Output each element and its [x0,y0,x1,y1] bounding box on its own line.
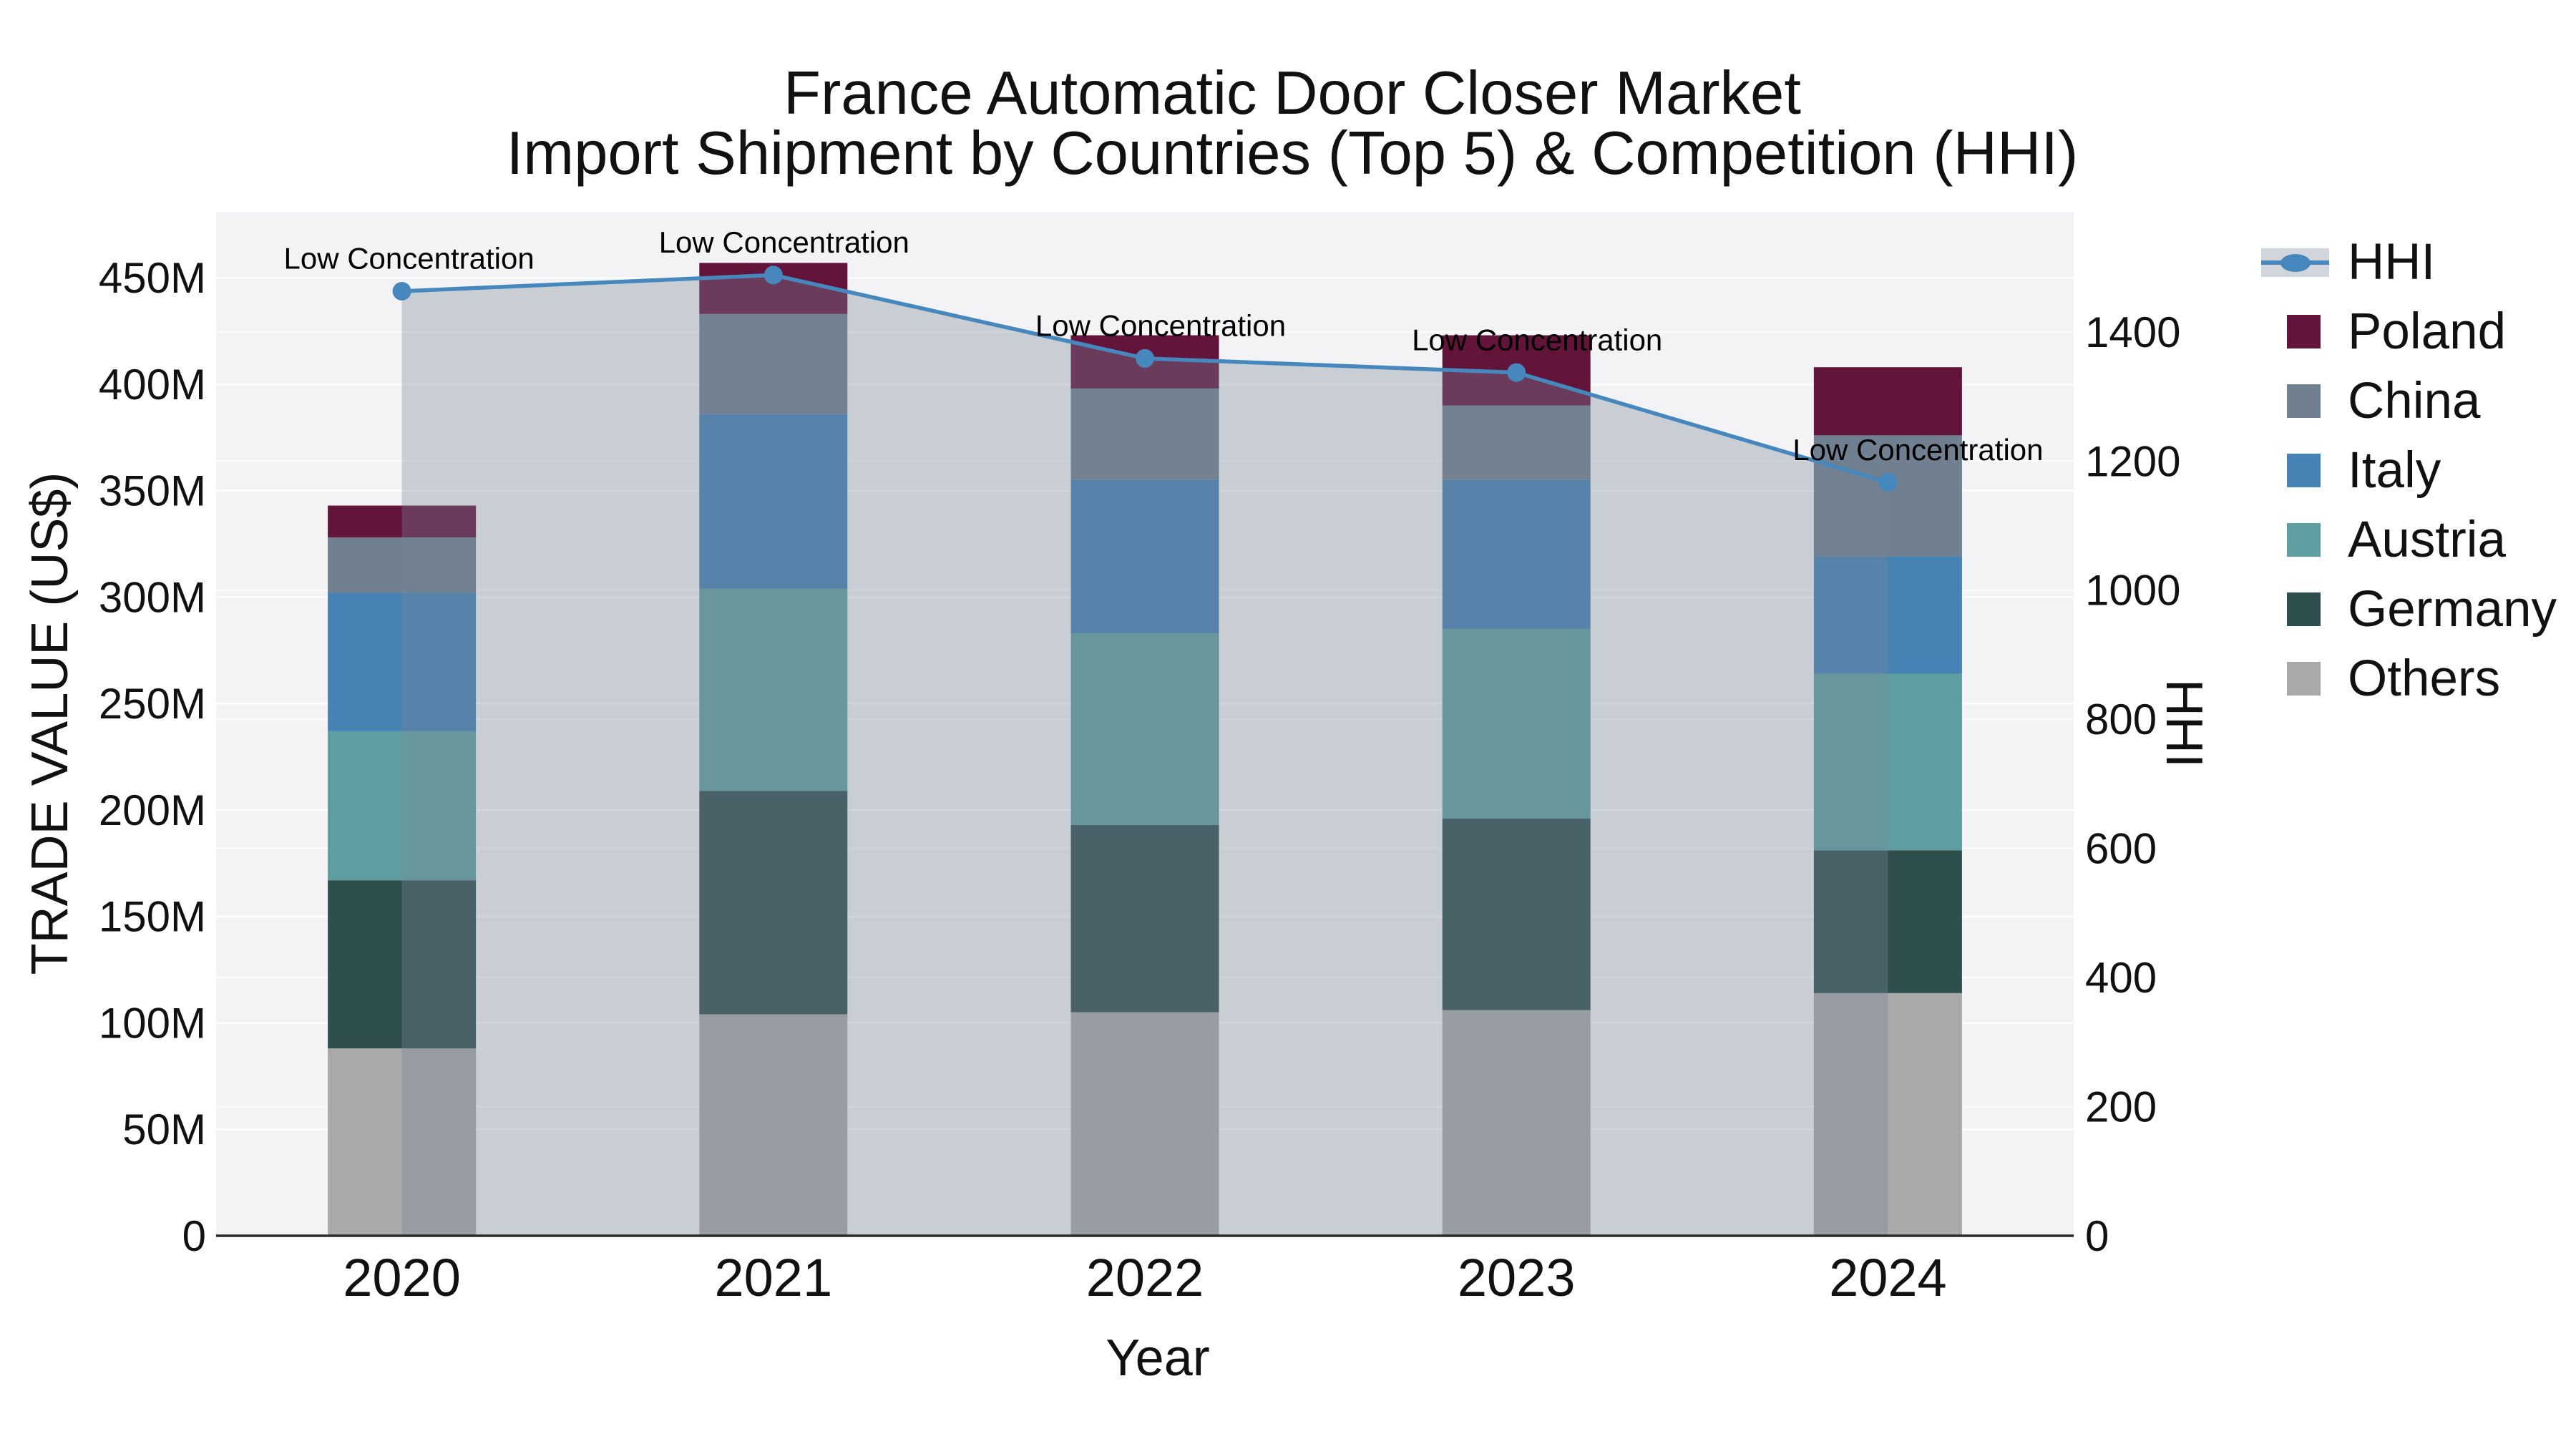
x-tick-label-2021: 2021 [714,1248,832,1307]
legend-hhi-line-swatch-icon [2261,248,2329,277]
bar-segment-china-2020[interactable] [328,537,477,593]
hhi-area-fill [401,275,1888,1236]
bar-segment-germany-2020[interactable] [328,880,477,1049]
y-right-tick-label: 1400 [2085,308,2180,356]
y-left-tick-label: 200M [99,786,206,834]
bar-segment-italy-2024[interactable] [1813,556,1962,674]
bar-segment-germany-2024[interactable] [1813,850,1962,993]
y-left-tick-label: 100M [99,999,206,1047]
bar-segment-italy-2020[interactable] [328,592,477,731]
annotation-low-concentration-2020: Low Concentration [283,242,534,275]
chart-title-line1: France Automatic Door Closer Market [784,59,1801,127]
y-left-tick-label: 0 [182,1212,206,1260]
y-right-tick-label: 1000 [2085,567,2180,615]
y-right-tick-label: 1200 [2085,437,2180,485]
legend-item-china[interactable]: China [2261,366,2557,436]
legend-item-germany[interactable]: Germany [2261,575,2557,644]
y-right-tick-label: 0 [2085,1212,2109,1260]
legend-swatch-italy [2287,454,2321,487]
bar-segment-germany-2023[interactable] [1442,818,1591,1010]
y-right-tick-label: 800 [2085,696,2157,743]
legend-item-hhi[interactable]: HHI [2261,228,2557,297]
y-left-tick-label: 150M [99,893,206,941]
x-tick-label-2024: 2024 [1829,1248,1947,1307]
legend: HHI Poland China Italy Austria Germany Others [2261,228,2557,713]
bar-segment-poland-2024[interactable] [1813,367,1962,436]
y-right-tick-label: 400 [2085,954,2157,1002]
bar-segment-austria-2020[interactable] [328,731,477,881]
legend-swatch-china [2287,384,2321,418]
annotation-low-concentration-2023: Low Concentration [1412,323,1662,356]
x-tick-label-2020: 2020 [343,1248,461,1307]
legend-swatch-poland [2287,315,2321,348]
x-tick-label-2022: 2022 [1086,1248,1204,1307]
legend-item-others[interactable]: Others [2261,644,2557,713]
y-axis-right-title: HHI [2155,679,2212,768]
hhi-marker-2022[interactable] [1136,348,1154,368]
annotation-low-concentration-2021: Low Concentration [659,225,909,259]
legend-item-italy[interactable]: Italy [2261,436,2557,505]
legend-label-hhi: HHI [2348,234,2436,291]
bar-segment-others-2023[interactable] [1442,1010,1591,1236]
annotation-low-concentration-2022: Low Concentration [1035,309,1286,343]
y-left-tick-label: 450M [99,254,206,302]
y-left-tick-label: 350M [99,467,206,515]
legend-hhi-marker-icon [2280,253,2311,272]
bar-segment-austria-2021[interactable] [699,588,848,791]
bar-segment-austria-2023[interactable] [1442,629,1591,819]
bar-segment-china-2022[interactable] [1070,388,1219,480]
y-axis-left-title: TRADE VALUE (US$) [21,472,79,975]
bar-segment-germany-2022[interactable] [1070,824,1219,1013]
bar-segment-germany-2021[interactable] [699,791,848,1015]
bar-segment-others-2021[interactable] [699,1014,848,1236]
bar-segment-others-2024[interactable] [1813,992,1962,1236]
x-tick-label-2023: 2023 [1458,1248,1576,1307]
y-right-tick-label: 600 [2085,825,2157,873]
legend-swatch-others [2287,662,2321,696]
legend-swatch-austria [2287,523,2321,557]
legend-item-poland[interactable]: Poland [2261,297,2557,366]
hhi-marker-2021[interactable] [763,265,783,285]
chart-title-line2: Import Shipment by Countries (Top 5) & C… [506,119,2079,187]
bar-segment-others-2020[interactable] [328,1048,477,1236]
bar-segment-china-2021[interactable] [699,313,848,414]
x-axis-title: Year [1106,1330,1210,1387]
legend-label-others: Others [2348,650,2501,707]
bar-segment-italy-2021[interactable] [699,414,848,589]
y-left-tick-label: 50M [122,1106,206,1153]
bar-segment-china-2023[interactable] [1442,405,1591,480]
legend-label-germany: Germany [2348,581,2557,638]
hhi-marker-2024[interactable] [1878,473,1898,492]
bar-segment-austria-2024[interactable] [1813,673,1962,851]
bar-segment-china-2024[interactable] [1813,435,1962,557]
legend-item-austria[interactable]: Austria [2261,505,2557,575]
legend-label-italy: Italy [2348,442,2441,499]
bar-segment-poland-2020[interactable] [328,505,477,538]
legend-swatch-germany [2287,592,2321,626]
legend-label-china: China [2348,373,2481,429]
bar-segment-others-2022[interactable] [1070,1012,1219,1236]
hhi-marker-2020[interactable] [392,281,411,301]
legend-label-poland: Poland [2348,303,2507,360]
y-left-tick-label: 250M [99,680,206,728]
hhi-marker-2023[interactable] [1507,363,1526,382]
bar-segment-italy-2022[interactable] [1070,479,1219,634]
bar-segment-italy-2023[interactable] [1442,479,1591,630]
y-left-tick-label: 400M [99,361,206,409]
legend-label-austria: Austria [2348,512,2506,568]
bar-segment-austria-2022[interactable] [1070,633,1219,825]
annotation-low-concentration-2024: Low Concentration [1792,433,2043,467]
y-right-tick-label: 200 [2085,1083,2157,1131]
y-left-tick-label: 300M [99,573,206,621]
